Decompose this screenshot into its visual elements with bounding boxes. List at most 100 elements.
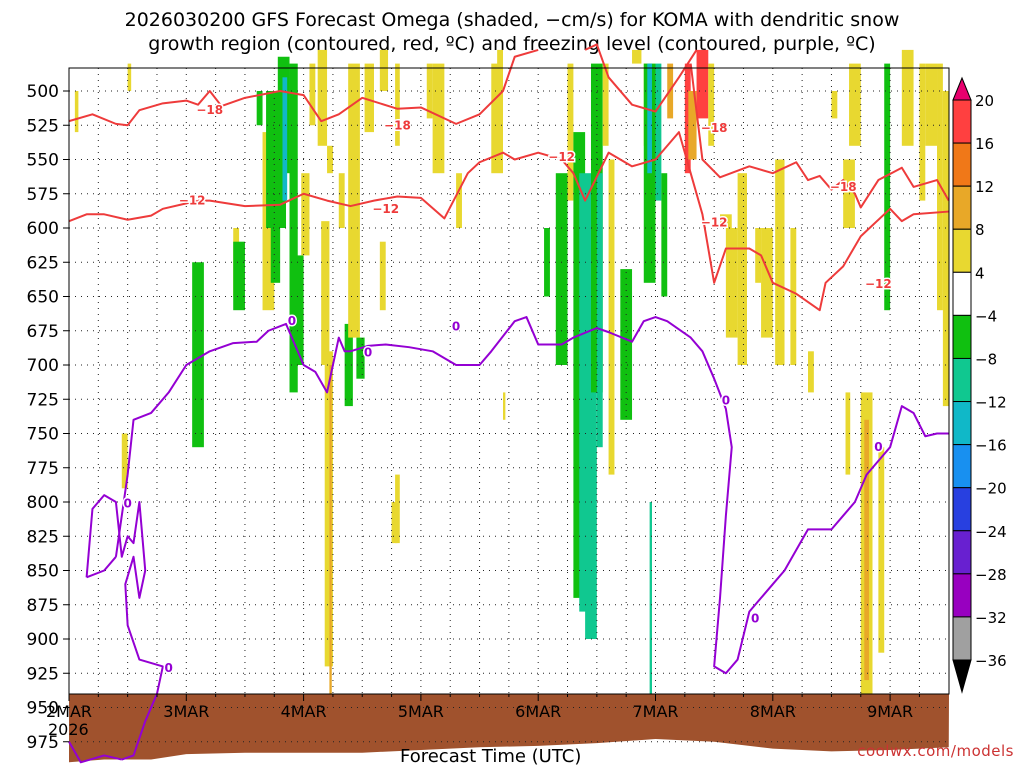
omega-cell (321, 221, 330, 365)
y-tick-label: 575 (27, 185, 59, 205)
omega-cell (864, 419, 869, 681)
colorbar-label: −24 (975, 523, 1007, 541)
y-tick-label: 875 (27, 596, 59, 616)
x-tick-label: 4MAR (281, 702, 327, 721)
contour-purple-0-a (68, 741, 123, 764)
contour-purple-0-main (114, 316, 949, 675)
omega-cell (233, 241, 245, 311)
omega-cell (647, 63, 652, 174)
contour-red-18-b (584, 43, 698, 113)
contour-label-purple: 0 (288, 314, 296, 328)
y-tick-label: 600 (27, 219, 59, 239)
omega-cell (291, 255, 304, 365)
contour-label-red: −12 (865, 277, 892, 291)
omega-cell (925, 63, 938, 146)
omega-cell (831, 91, 838, 119)
y-tick-label: 700 (27, 356, 59, 376)
x-tick-label: 6MAR (515, 702, 561, 721)
omega-cell (379, 49, 389, 91)
colorbar-top-arrow (952, 76, 972, 101)
contour-label-red: −18 (701, 121, 728, 135)
colorbar-label: −12 (975, 394, 1007, 412)
omega-cell (301, 173, 310, 256)
omega-cell (395, 474, 400, 544)
y-tick-label: 650 (27, 288, 59, 308)
contour-label-red: −18 (196, 103, 223, 117)
contour-label-red: −12 (372, 202, 399, 216)
credit-text: coolwx.com/models (857, 742, 1014, 760)
omega-cell (324, 351, 333, 667)
omega-cell (395, 63, 400, 146)
contour-label-purple: 0 (364, 346, 372, 360)
colorbar-label: −20 (975, 480, 1007, 498)
colorbar-segment (952, 314, 972, 359)
omega-cell (878, 447, 885, 653)
colorbar-segment (952, 444, 972, 489)
omega-cell (555, 173, 568, 365)
omega-cell (655, 63, 662, 201)
grid-lines (69, 68, 949, 743)
contour-label-red: −12 (548, 150, 575, 164)
y-tick-label: 975 (27, 733, 59, 753)
omega-cell (596, 173, 603, 448)
omega-cell (282, 77, 288, 201)
colorbar-segment (952, 487, 972, 532)
y-tick-label: 550 (27, 151, 59, 171)
omega-cell (379, 241, 386, 311)
omega-cell (661, 173, 668, 297)
colorbar-segment (952, 573, 972, 618)
omega-cell (849, 63, 861, 146)
x-tick-label: 8MAR (750, 702, 796, 721)
colorbar-label: 4 (975, 264, 985, 282)
contour-label-purple: 0 (874, 440, 882, 454)
omega-cell (696, 49, 709, 119)
omega-cell (309, 63, 316, 126)
omega-cell (807, 351, 814, 393)
contour-label-purple: 0 (722, 394, 730, 408)
colorbar-label: −28 (975, 566, 1007, 584)
y-tick-label: 950 (27, 699, 59, 719)
y-tick-label: 825 (27, 527, 59, 547)
colorbar-segment (952, 271, 972, 316)
colorbar-bottom-arrow (952, 659, 972, 694)
omega-cell (348, 63, 360, 338)
omega-cell (503, 392, 506, 420)
omega-cell (720, 214, 732, 228)
contours (68, 43, 950, 764)
x-tick-label: 2MAR (46, 702, 92, 721)
y-tick-label: 750 (27, 425, 59, 445)
colorbar-segment (952, 228, 972, 273)
contour-label-purple: 0 (452, 320, 460, 334)
omega-cell (602, 63, 609, 146)
contour-red-12 (68, 131, 949, 312)
omega-cell (901, 49, 914, 146)
colorbar-label: −36 (975, 652, 1007, 670)
omega-cell (391, 502, 398, 544)
colorbar-label: 8 (975, 221, 985, 239)
y-tick-label: 625 (27, 253, 59, 273)
colorbar-label: −16 (975, 437, 1007, 455)
contour-label-red: −12 (701, 216, 728, 230)
omega-cell (649, 502, 652, 708)
omega-cell (497, 49, 504, 119)
omega-cell (329, 365, 332, 694)
omega-cell (755, 228, 762, 283)
x-tick-label: 5MAR (398, 702, 444, 721)
omega-cell (456, 173, 462, 228)
contour-label-purple: 0 (123, 496, 131, 510)
omega-cell (344, 323, 353, 407)
terrain-area (69, 694, 949, 763)
colorbar-segment (952, 357, 972, 403)
contour-label-purple: 0 (751, 611, 759, 625)
omega-cell (567, 63, 574, 201)
y-tick-label: 500 (27, 82, 59, 102)
omega-cell (919, 63, 926, 201)
colorbar-label: −8 (975, 350, 997, 368)
x-tick-label: 3MAR (163, 702, 209, 721)
title-line-2: growth region (contoured, red, ºC) and f… (148, 33, 876, 55)
chart-title: 2026030200 GFS Forecast Omega (shaded, −… (0, 8, 1024, 56)
omega-cell (338, 173, 345, 228)
omega-cell (761, 228, 773, 338)
omega-cell (632, 49, 642, 64)
omega-cell (725, 228, 738, 338)
